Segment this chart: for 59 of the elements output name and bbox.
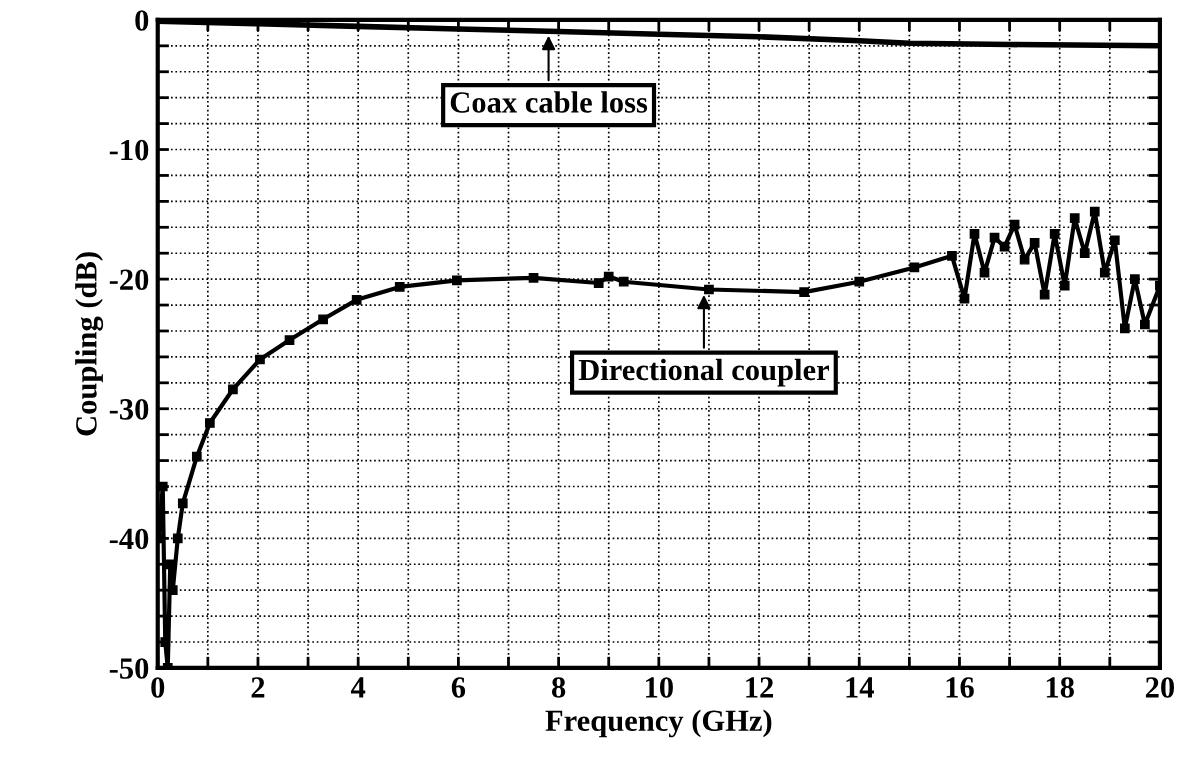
- x-tick-label: 14: [846, 677, 874, 698]
- point: [989, 232, 1000, 243]
- point: [1039, 289, 1050, 300]
- point: [318, 314, 328, 325]
- point: [394, 282, 405, 292]
- point: [1069, 213, 1080, 224]
- point: [1129, 274, 1140, 284]
- y-tick-label: -40: [109, 528, 149, 550]
- point: [947, 250, 957, 261]
- x-tick-label: 20: [1145, 677, 1175, 698]
- point: [799, 287, 809, 297]
- annotation: Directional coupler: [578, 358, 830, 387]
- y-tick-label: -30: [109, 399, 149, 420]
- point: [1140, 319, 1150, 330]
- point: [979, 267, 990, 278]
- point: [1109, 235, 1120, 246]
- point: [1089, 206, 1100, 217]
- y-tick-label: -10: [109, 139, 149, 161]
- point: [1009, 219, 1020, 230]
- x-tick-label: 0: [151, 677, 165, 698]
- point: [528, 272, 539, 283]
- x-tick-label: 12: [746, 677, 773, 698]
- point: [1019, 254, 1030, 265]
- x-tick-label: 2: [251, 677, 265, 698]
- point: [351, 295, 362, 305]
- point: [172, 533, 183, 544]
- point: [854, 276, 865, 287]
- annotation: Coax cable loss: [450, 91, 648, 113]
- y-tick-label: 0: [135, 10, 149, 31]
- x-tick-label: 10: [645, 677, 673, 698]
- point: [167, 585, 178, 596]
- x-tick-label: 4: [350, 677, 366, 698]
- point: [255, 354, 265, 365]
- point: [1119, 323, 1130, 334]
- point: [1029, 237, 1040, 248]
- point: [191, 451, 202, 462]
- point: [704, 284, 714, 295]
- point: [1099, 267, 1110, 278]
- point: [618, 276, 629, 287]
- y-tick-label: -20: [109, 269, 149, 291]
- x-tick-label: 16: [946, 677, 974, 698]
- y-axis-title: Coupling (dB): [75, 252, 104, 436]
- point: [284, 335, 295, 345]
- point: [452, 275, 462, 286]
- x-tick-label: 6: [451, 677, 466, 698]
- point: [603, 271, 614, 282]
- point: [1079, 248, 1090, 259]
- x-tick-label: 8: [551, 677, 566, 698]
- x-tick-label: 18: [1046, 677, 1074, 698]
- point: [1049, 228, 1060, 239]
- point: [999, 241, 1010, 252]
- point: [204, 418, 215, 428]
- x-axis-title: Frequency (GHz): [545, 709, 772, 738]
- point: [969, 228, 980, 239]
- point: [228, 384, 238, 395]
- point: [177, 498, 188, 509]
- point: [593, 278, 604, 288]
- y-tick-label: -50: [109, 658, 149, 679]
- point: [1059, 280, 1070, 291]
